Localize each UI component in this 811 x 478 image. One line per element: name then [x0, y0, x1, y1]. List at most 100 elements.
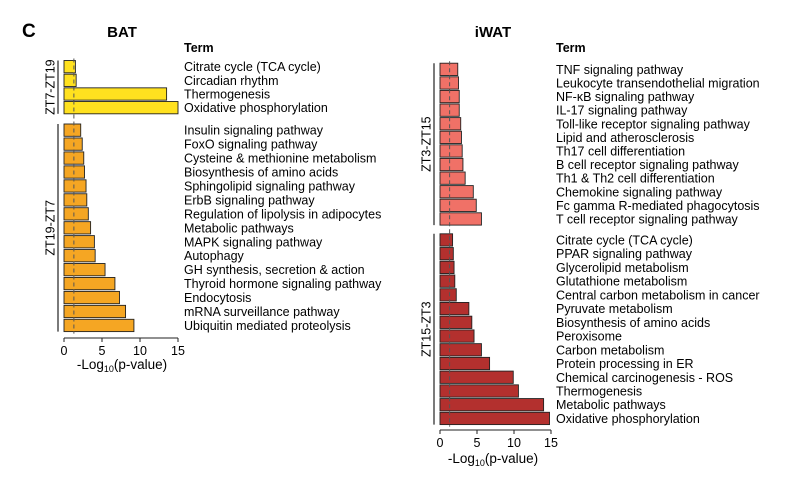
- term-label: Regulation of lipolysis in adipocytes: [184, 207, 381, 221]
- iwat-chart: iWAT Term ZT3-ZT15 TNF signaling pathwayLeu…: [419, 24, 759, 468]
- term-label: Autophagy: [184, 249, 245, 263]
- term-label: Endocytosis: [184, 291, 251, 305]
- term-label: Biosynthesis of amino acids: [184, 166, 338, 180]
- bar-th17-cell-differentiation: [439, 144, 463, 158]
- bar-pyruvate-metabolism: [439, 302, 470, 316]
- bar-citrate-cycle-tca-cycle: [439, 233, 454, 247]
- term-label: Thermogenesis: [556, 384, 642, 398]
- bar-circadian-rhythm: [63, 73, 77, 87]
- term-label: T cell receptor signaling pathway: [556, 212, 739, 226]
- bar-biosynthesis-of-amino-acids: [439, 315, 473, 329]
- bar-sphingolipid-signaling-pathway: [63, 179, 87, 193]
- term-label: TNF signaling pathway: [556, 63, 684, 77]
- term-label: IL-17 signaling pathway: [556, 104, 688, 118]
- term-label: Citrate cycle (TCA cycle): [556, 233, 693, 247]
- bar-mapk-signaling-pathway: [63, 235, 95, 249]
- x-tick-label: 15: [544, 436, 558, 450]
- term-label: Citrate cycle (TCA cycle): [184, 60, 321, 74]
- x-axis-label: -Log10(p-value): [448, 451, 538, 468]
- term-label: Protein processing in ER: [556, 357, 694, 371]
- term-label: Carbon metabolism: [556, 343, 664, 357]
- bar-toll-like-receptor-signaling-pathway: [439, 117, 462, 131]
- term-label: Pyruvate metabolism: [556, 302, 673, 316]
- term-label: Leukocyte transendothelial migration: [556, 76, 760, 90]
- term-label: Chemokine signaling pathway: [556, 185, 723, 199]
- legend-title: Term: [184, 41, 214, 55]
- term-label: Metabolic pathways: [556, 398, 666, 412]
- bar-tnf-signaling-pathway: [439, 62, 459, 76]
- term-label: Oxidative phosphorylation: [556, 412, 700, 426]
- term-label: Central carbon metabolism in cancer: [556, 288, 760, 302]
- term-label: Insulin signaling pathway: [184, 124, 324, 138]
- bar-erbb-signaling-pathway: [63, 193, 88, 207]
- term-label: Thyroid hormone signaling pathway: [184, 277, 382, 291]
- bar-oxidative-phosphorylation: [439, 411, 550, 426]
- bar-ppar-signaling-pathway: [439, 247, 454, 261]
- bar-metabolic-pathways: [439, 398, 545, 412]
- bar-foxo-signaling-pathway: [63, 137, 83, 151]
- term-label: Cysteine & methionine metabolism: [184, 152, 376, 166]
- term-label: ErbB signaling pathway: [184, 193, 315, 207]
- group-label: ZT7-ZT19: [43, 59, 57, 115]
- bar-b-cell-receptor-signaling-pathway: [439, 157, 464, 172]
- term-label: Glycerolipid metabolism: [556, 261, 689, 275]
- x-tick-label: 0: [61, 344, 68, 358]
- bar-mrna-surveillance-pathway: [63, 304, 127, 319]
- bat-chart: BAT Term ZT7-ZT19 Citrate cycle (TCA cycle)…: [43, 24, 382, 374]
- group-label: ZT15-ZT3: [419, 301, 433, 357]
- group-label: ZT19-ZT7: [43, 200, 57, 256]
- bar-glycerolipid-metabolism: [439, 260, 455, 275]
- bar-citrate-cycle-tca-cycle: [63, 60, 76, 74]
- bar-autophagy: [63, 249, 96, 263]
- term-label: Circadian rhythm: [184, 74, 278, 88]
- bar-regulation-of-lipolysis-in-adipocytes: [63, 207, 89, 221]
- x-tick-label: 10: [133, 344, 147, 358]
- term-label: Peroxisome: [556, 330, 622, 344]
- group-label: ZT3-ZT15: [419, 116, 433, 172]
- term-label: B cell receptor signaling pathway: [556, 158, 739, 172]
- bar-fc-gamma-r-mediated-phagocytosis: [439, 198, 477, 212]
- x-tick-label: 0: [437, 436, 444, 450]
- bar-metabolic-pathways: [63, 221, 92, 235]
- term-label: Th1 & Th2 cell differentiation: [556, 172, 715, 186]
- term-label: Metabolic pathways: [184, 221, 294, 235]
- bar-peroxisome: [439, 329, 475, 343]
- term-label: Glutathione metabolism: [556, 275, 687, 289]
- bar-t-cell-receptor-signaling-pathway: [439, 212, 482, 226]
- bar-chemokine-signaling-pathway: [439, 185, 474, 199]
- term-label: Chemical carcinogenesis - ROS: [556, 371, 733, 385]
- bar-endocytosis: [63, 290, 120, 305]
- x-tick-label: 5: [99, 344, 106, 358]
- x-axis-label: -Log10(p-value): [77, 357, 167, 374]
- bar-lipid-and-atherosclerosis: [439, 130, 462, 144]
- x-tick-label: 10: [507, 436, 521, 450]
- bar-thermogenesis: [439, 384, 519, 398]
- term-label: mRNA surveillance pathway: [184, 305, 340, 319]
- term-label: Lipid and atherosclerosis: [556, 131, 694, 145]
- x-tick-label: 15: [171, 344, 185, 358]
- term-label: Thermogenesis: [184, 87, 270, 101]
- bar-oxidative-phosphorylation: [63, 101, 179, 115]
- term-label: GH synthesis, secretion & action: [184, 263, 365, 277]
- bar-glutathione-metabolism: [439, 274, 456, 288]
- bar-th1-th2-cell-differentiation: [439, 171, 466, 185]
- bar-central-carbon-metabolism-in-cancer: [439, 288, 457, 302]
- bar-gh-synthesis-secretion-action: [63, 263, 106, 277]
- chart-title: BAT: [107, 24, 137, 41]
- bar-insulin-signaling-pathway: [63, 123, 82, 137]
- bar-thyroid-hormone-signaling-pathway: [63, 277, 116, 291]
- chart-title: iWAT: [475, 24, 511, 41]
- term-label: Toll-like receptor signaling pathway: [556, 117, 751, 131]
- x-tick-label: 5: [474, 436, 481, 450]
- legend-title: Term: [556, 41, 586, 55]
- term-label: Th17 cell differentiation: [556, 144, 685, 158]
- bar-protein-processing-in-er: [439, 356, 491, 371]
- term-label: MAPK signaling pathway: [184, 235, 323, 249]
- term-label: Ubiquitin mediated proteolysis: [184, 319, 351, 333]
- bar-carbon-metabolism: [439, 343, 482, 357]
- bar-thermogenesis: [63, 87, 168, 101]
- bar-ubiquitin-mediated-proteolysis: [63, 318, 135, 333]
- term-label: FoxO signaling pathway: [184, 138, 318, 152]
- term-label: Oxidative phosphorylation: [184, 101, 328, 115]
